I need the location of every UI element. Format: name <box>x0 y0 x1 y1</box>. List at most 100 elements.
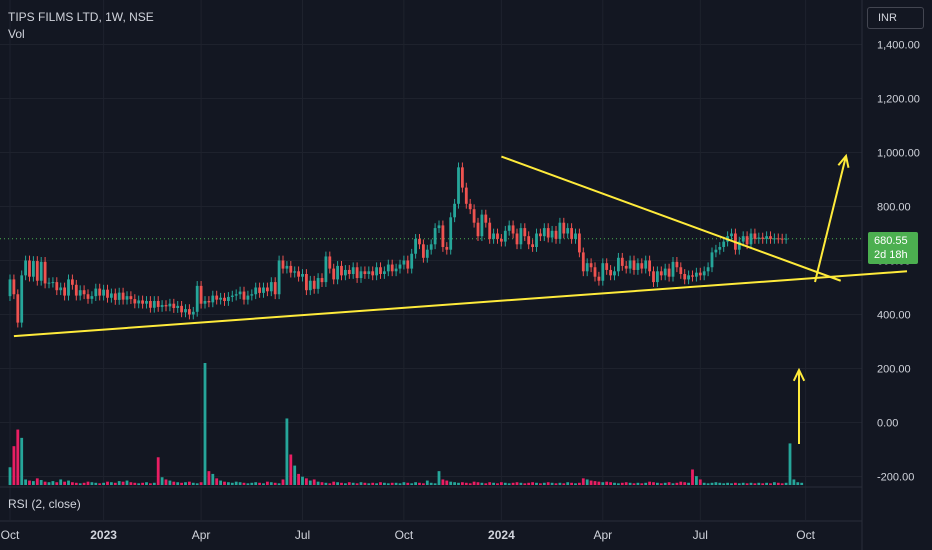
volume-bar <box>691 469 694 485</box>
candle-body <box>137 300 141 304</box>
rsi-legend[interactable]: RSI (2, close) <box>8 497 81 511</box>
volume-bar <box>788 443 792 485</box>
price-axis[interactable]: 1,400.001,200.001,000.00800.00600.00400.… <box>877 40 920 484</box>
volume-bar <box>254 482 258 485</box>
candle-body <box>601 263 605 281</box>
volume-bar <box>636 482 640 485</box>
candle-body <box>663 268 667 276</box>
volume-bar <box>98 483 102 485</box>
candle-body <box>149 301 152 308</box>
candle-body <box>359 271 363 279</box>
candle-body <box>281 260 285 269</box>
volume-bar <box>86 481 90 485</box>
symbol-title[interactable]: TIPS FILMS LTD, 1W, NSE <box>8 10 154 24</box>
trendline[interactable] <box>13 270 908 338</box>
candle-body <box>94 288 98 297</box>
candle-body <box>476 222 480 237</box>
candle-body <box>628 260 632 269</box>
candle-body <box>398 264 402 269</box>
breakout-arrow[interactable] <box>814 155 847 283</box>
candle-body <box>191 311 195 315</box>
currency-selector[interactable]: INR <box>867 7 924 29</box>
candle-body <box>39 261 43 281</box>
volume-bar <box>714 482 718 485</box>
candle-body <box>152 301 156 308</box>
candle-body <box>332 268 336 280</box>
trendline[interactable] <box>501 155 842 282</box>
volume-bar <box>574 483 577 485</box>
volume-bar <box>359 482 363 485</box>
volume-bar <box>113 482 117 485</box>
volume-bar <box>640 483 644 485</box>
volume-bar <box>476 482 480 485</box>
candle-body <box>648 260 651 272</box>
candle-body <box>652 271 655 283</box>
candle-body <box>227 296 230 301</box>
volume-bar <box>765 482 768 485</box>
volume-arrow-head <box>792 367 806 382</box>
candle-body <box>683 274 687 280</box>
volume-bar <box>593 481 597 485</box>
candle-body <box>546 228 550 238</box>
volume-bar <box>698 479 702 485</box>
volume-bar <box>769 483 772 485</box>
volume-bar <box>410 483 414 485</box>
volume-bar <box>63 481 66 485</box>
volume-bar <box>445 480 449 485</box>
candle-body <box>484 214 488 223</box>
volume-bar <box>702 482 706 485</box>
candle-body <box>254 287 258 295</box>
candle-body <box>211 295 215 303</box>
volume-bar <box>121 481 125 485</box>
volume-bar <box>168 480 172 485</box>
volume-bar <box>371 482 375 485</box>
volume-bar <box>519 482 523 485</box>
volume-bar <box>398 483 402 485</box>
volume-bar <box>730 483 733 485</box>
volume-bar <box>718 482 722 485</box>
volume-bar <box>453 482 456 485</box>
volume-bar <box>433 483 437 485</box>
time-axis[interactable]: Oct 2023 Apr Jul Oct 2024 Apr Jul Oct <box>1 528 816 542</box>
candle-body <box>769 236 772 239</box>
volume-bar <box>176 482 180 485</box>
candle-body <box>90 296 94 299</box>
volume-bar <box>355 483 359 485</box>
candle-body <box>324 256 328 283</box>
candle-body <box>199 285 203 304</box>
volume-bar <box>570 482 573 485</box>
price-tick-label: -200.00 <box>877 472 914 484</box>
volume-bar <box>324 482 328 485</box>
candle-body <box>390 264 394 272</box>
candle-body <box>718 247 722 250</box>
volume-bar <box>82 482 86 485</box>
volume-bar <box>749 482 753 485</box>
volume-bar <box>624 482 628 485</box>
volume-bar <box>585 479 589 485</box>
candle-body <box>679 267 683 274</box>
time-tick-label: Apr <box>593 528 612 542</box>
candle-body <box>238 291 242 295</box>
candle-body <box>351 267 355 274</box>
candle-body <box>273 282 277 295</box>
volume-bar <box>429 482 433 485</box>
candle-body <box>531 244 534 247</box>
candle-body <box>503 230 507 242</box>
candle-body <box>617 257 620 272</box>
candle-body <box>605 263 609 270</box>
candle-body <box>98 288 102 296</box>
volume-bar <box>683 482 687 485</box>
volume-bar <box>74 482 78 485</box>
candle-body <box>121 292 125 300</box>
volume-bar <box>351 482 355 485</box>
volume-bar <box>734 482 737 485</box>
volume-bar <box>160 477 164 485</box>
candle-body <box>113 293 117 300</box>
volume-legend[interactable]: Vol <box>8 27 25 41</box>
candle-body <box>106 289 109 298</box>
volume-bar <box>12 446 16 485</box>
volume-bar <box>145 482 148 485</box>
volume-bar <box>16 429 20 485</box>
volume-bar <box>515 482 519 485</box>
